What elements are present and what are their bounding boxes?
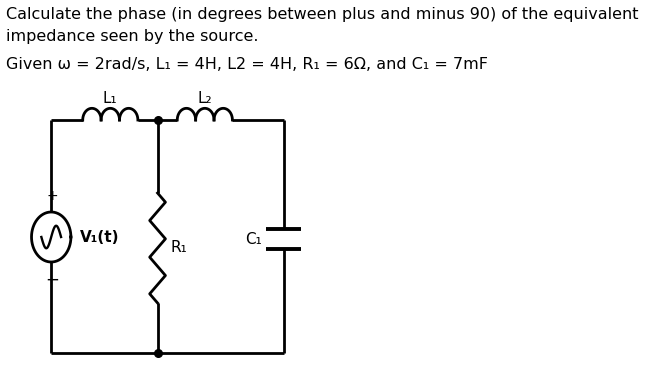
Text: L₂: L₂ [197,91,212,106]
Text: impedance seen by the source.: impedance seen by the source. [6,29,259,44]
Text: Calculate the phase (in degrees between plus and minus 90) of the equivalent: Calculate the phase (in degrees between … [6,7,639,22]
Text: C₁: C₁ [245,231,261,246]
Text: L₁: L₁ [103,91,118,106]
Text: R₁: R₁ [171,240,188,255]
Text: Given ω = 2rad/s, L₁ = 4H, L2 = 4H, R₁ = 6Ω, and C₁ = 7mF: Given ω = 2rad/s, L₁ = 4H, L2 = 4H, R₁ =… [6,57,488,72]
Text: +: + [46,189,58,203]
Text: −: − [45,271,59,289]
Text: V₁(t): V₁(t) [80,230,120,244]
